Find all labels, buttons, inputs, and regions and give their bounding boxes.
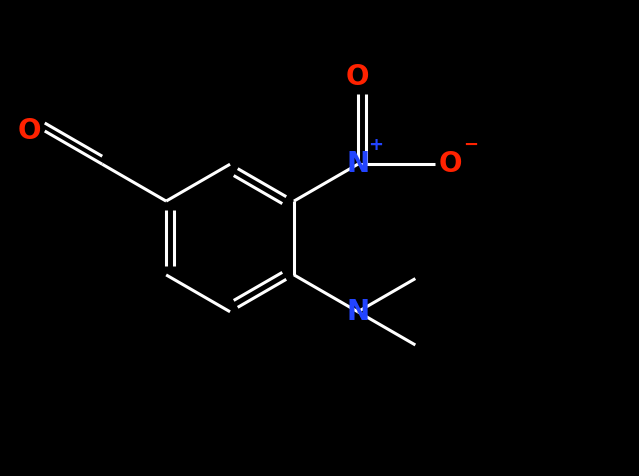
Text: −: −	[463, 136, 478, 154]
Text: N: N	[346, 298, 369, 326]
Text: N: N	[346, 150, 369, 178]
Text: O: O	[346, 63, 369, 91]
Text: O: O	[17, 117, 41, 145]
Text: O: O	[439, 150, 463, 178]
Text: +: +	[368, 136, 383, 154]
